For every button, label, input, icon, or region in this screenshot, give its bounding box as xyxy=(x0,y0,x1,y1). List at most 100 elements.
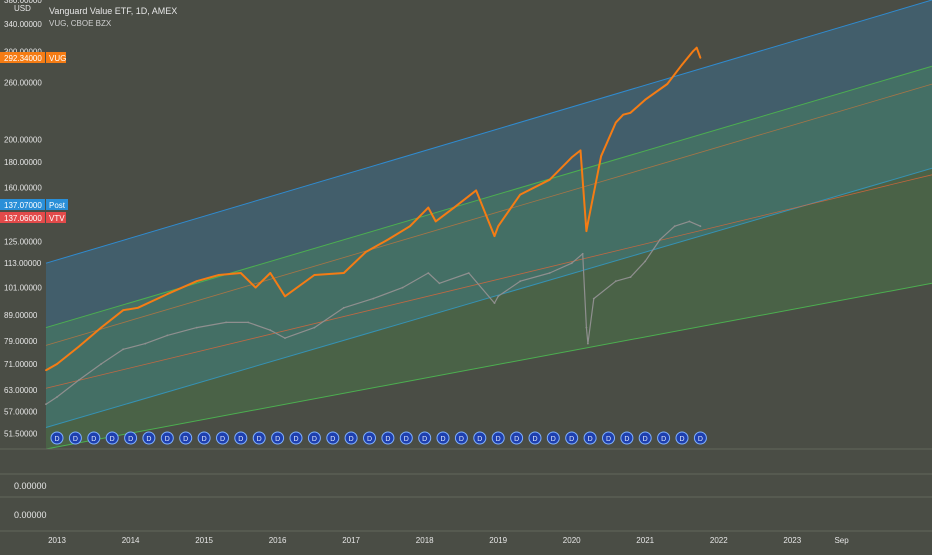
dividend-marker[interactable] xyxy=(399,431,413,445)
series-point-vug xyxy=(166,293,169,295)
y-tick-label: 260.00000 xyxy=(4,78,42,87)
dividend-marker[interactable] xyxy=(307,431,321,445)
dividend-marker[interactable] xyxy=(252,431,266,445)
dividend-marker-label: D xyxy=(569,436,574,443)
dividend-marker-label: D xyxy=(385,436,390,443)
dividend-marker[interactable] xyxy=(234,431,248,445)
dividend-marker[interactable] xyxy=(528,431,542,445)
dividend-marker-label: D xyxy=(146,436,151,443)
dividend-marker[interactable] xyxy=(179,431,193,445)
dividend-marker[interactable] xyxy=(50,431,64,445)
dividend-marker[interactable] xyxy=(510,431,524,445)
dividend-marker[interactable] xyxy=(68,431,82,445)
dividend-marker[interactable] xyxy=(216,431,229,445)
dividend-marker[interactable] xyxy=(197,431,211,445)
y-tick-label: 340.00000 xyxy=(4,20,42,29)
dividend-marker-label: D xyxy=(128,436,133,443)
dividend-marker-label: D xyxy=(367,436,372,443)
series-point-vug xyxy=(45,369,47,372)
y-tick-label: 180.00000 xyxy=(4,158,42,167)
dividend-marker[interactable] xyxy=(326,431,340,445)
series-point-vug xyxy=(629,111,632,114)
y-tick-label: 57.00000 xyxy=(4,408,38,417)
x-tick-label: 2016 xyxy=(269,536,287,545)
series-point-vug xyxy=(548,178,551,181)
dividend-marker-label: D xyxy=(349,436,354,443)
dividend-marker[interactable] xyxy=(418,431,432,445)
dividend-marker[interactable] xyxy=(620,431,634,445)
series-point-vug xyxy=(313,274,316,276)
dividend-marker[interactable] xyxy=(344,431,358,445)
regression-channels xyxy=(45,0,932,450)
dividend-marker[interactable] xyxy=(565,431,579,445)
dividend-marker[interactable] xyxy=(546,431,560,445)
series-point-vug xyxy=(254,286,257,289)
indicator-pane-value: 0.00000 xyxy=(14,510,47,520)
x-tick-label: 2013 xyxy=(48,536,66,545)
series-point-vug xyxy=(387,238,389,241)
x-tick-label: 2020 xyxy=(563,536,581,545)
dividend-marker[interactable] xyxy=(491,431,505,445)
series-point-vtv xyxy=(699,225,702,228)
dividend-marker[interactable] xyxy=(271,431,285,445)
dividend-marker[interactable] xyxy=(693,431,707,445)
dividend-marker[interactable] xyxy=(436,431,450,445)
y-tick-label: 160.00000 xyxy=(4,184,42,193)
time-axis[interactable]: 2013 2014 2015 2016 2017 2018 2019 2020 2021 2022… xyxy=(48,536,849,545)
dividend-marker-label: D xyxy=(73,436,78,443)
series-point-vtv xyxy=(284,337,286,339)
indicator-pane-value: 0.00000 xyxy=(14,481,47,491)
dividend-marker[interactable] xyxy=(105,431,119,445)
dividend-marker-label: D xyxy=(312,436,317,443)
series-point-vtv xyxy=(644,260,647,263)
dividend-marker-label: D xyxy=(220,436,225,443)
dividend-marker[interactable] xyxy=(142,431,156,445)
series-point-vug xyxy=(614,121,617,124)
dividend-marker-label: D xyxy=(496,436,501,443)
dividend-marker[interactable] xyxy=(657,431,671,445)
series-point-vtv xyxy=(427,272,430,274)
series-point-vug xyxy=(409,225,411,228)
dividend-marker[interactable] xyxy=(675,431,689,445)
dividend-marker[interactable] xyxy=(381,431,395,445)
dividend-marker[interactable] xyxy=(473,431,487,445)
channel-upper-blue xyxy=(45,0,932,264)
y-tick-label: 125.00000 xyxy=(4,237,42,246)
series-point-vug xyxy=(434,220,437,223)
series-point-vug xyxy=(137,306,139,309)
dividend-marker[interactable] xyxy=(87,431,101,445)
series-point-vtv xyxy=(225,321,228,324)
series-point-vug xyxy=(100,326,102,329)
y-tick-label: 380.00000 xyxy=(4,0,42,5)
y-tick-label: 200.00000 xyxy=(4,135,42,144)
post-price-label: Post xyxy=(49,201,66,210)
dividend-marker[interactable] xyxy=(454,431,468,445)
dividend-marker-label: D xyxy=(275,436,280,443)
dividend-marker-label: D xyxy=(643,436,648,443)
series-point-vtv xyxy=(372,297,375,300)
dividend-marker[interactable] xyxy=(363,431,376,445)
dividend-marker[interactable] xyxy=(124,431,138,445)
dividend-marker-label: D xyxy=(624,436,629,443)
dividend-marker-label: D xyxy=(532,436,537,443)
dividend-marker-label: D xyxy=(404,436,409,443)
dividend-marker-label: D xyxy=(202,436,207,443)
dividend-marker-label: D xyxy=(459,436,464,443)
dividend-marker[interactable] xyxy=(289,431,303,445)
series-point-vug xyxy=(453,206,455,209)
dividend-marker[interactable] xyxy=(602,431,615,445)
series-point-vug xyxy=(78,345,80,348)
series-point-vug xyxy=(570,156,573,159)
vug-price-value: 292.34000 xyxy=(4,54,42,63)
dividend-marker-label: D xyxy=(679,436,684,443)
y-tick-label: 71.00000 xyxy=(4,360,38,369)
x-tick-label: 2023 xyxy=(783,536,801,545)
series-point-vtv xyxy=(587,342,589,345)
dividend-marker[interactable] xyxy=(638,431,652,445)
dividend-marker[interactable] xyxy=(583,431,597,445)
price-axis[interactable]: 380.00000 340.00000 300.00000 260.00000 200.… xyxy=(4,0,42,439)
dividend-marker[interactable] xyxy=(160,431,174,445)
series-point-vtv xyxy=(144,342,147,345)
